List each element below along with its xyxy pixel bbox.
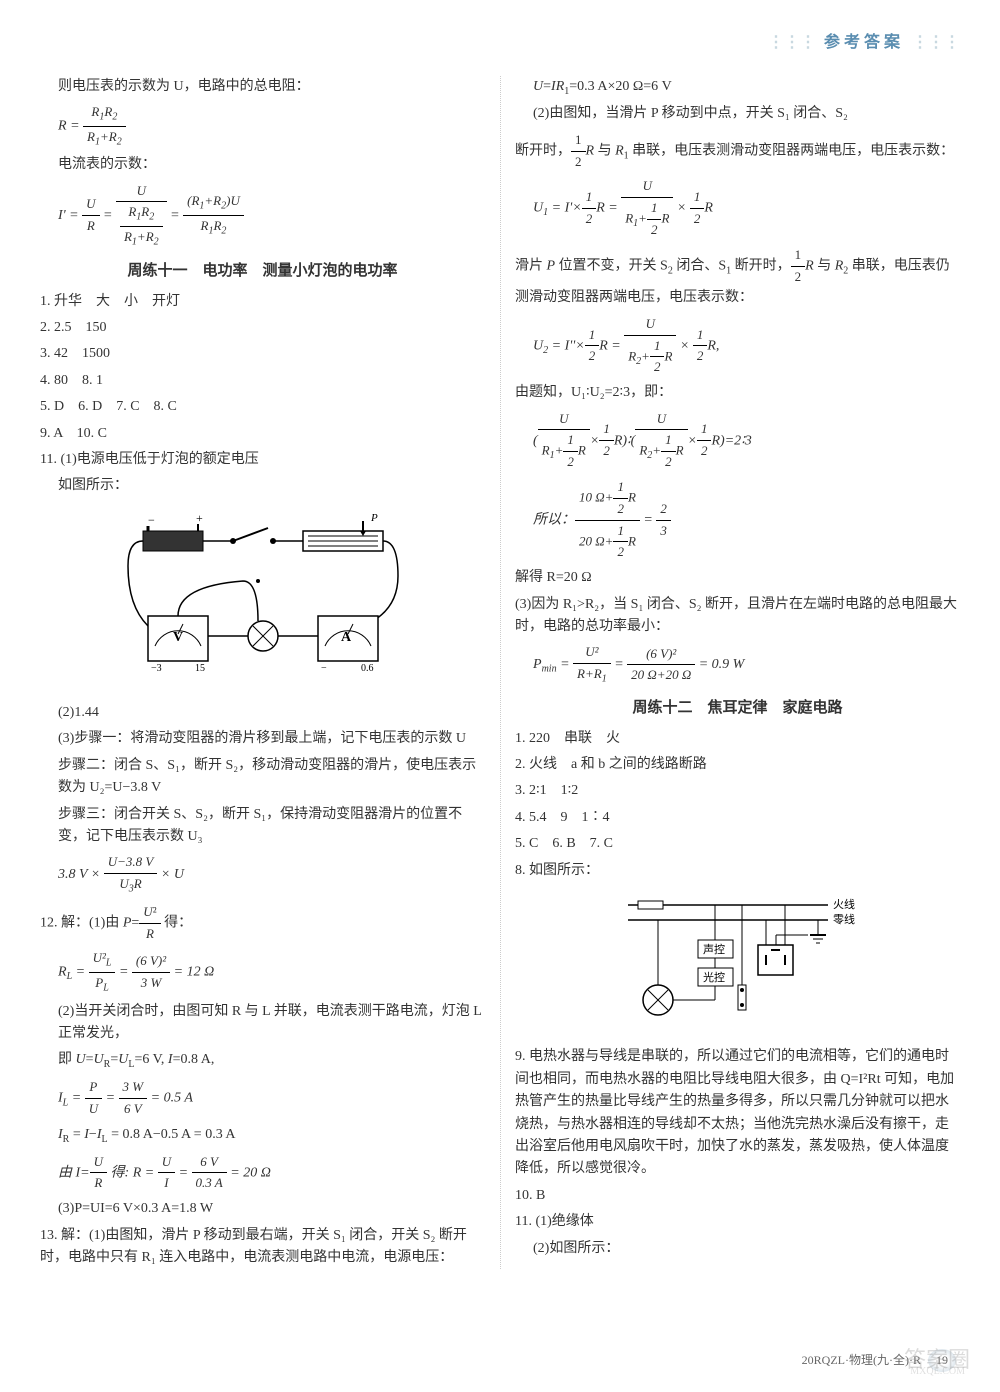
formula-R: R = R1R2R1+R2 — [40, 102, 485, 150]
s12-q11-part2: (2)如图所示： — [515, 1238, 960, 1260]
footer-text: 20RQZL·物理(九·全)·R — [802, 1353, 921, 1367]
solve-R: 解得 R=20 Ω — [515, 567, 960, 589]
main-content: 则电压表的示数为 U，电路中的总电阻： R = R1R2R1+R2 电流表的示数… — [40, 76, 960, 1270]
s12-q8-intro: 8. 如图所示： — [515, 860, 960, 882]
q11-part3-intro: (3)步骤一：将滑动变阻器的滑片移到最上端，记下电压表的示数 U — [40, 728, 485, 750]
ammeter-text: 电流表的示数： — [40, 154, 485, 176]
ratio-text: 由题知，U₁∶U₂=2∶3，即： — [515, 382, 960, 404]
formula-I: I' = UR = UR1R2R1+R2 = (R1+R2)UR1R2 — [40, 181, 485, 251]
answer-2: 2. 2.5 150 — [40, 317, 485, 339]
q11-part1-sub: 如图所示： — [40, 475, 485, 497]
answer-9-10: 9. A 10. C — [40, 423, 485, 445]
diagram2-sound-label: 声控 — [703, 942, 725, 956]
q12-IR: IR = I−IL = 0.8 A−0.5 A = 0.3 A — [40, 1124, 485, 1148]
q11-part3-step3: 步骤三：闭合开关 S、S₂，断开 S₁，保持滑动变阻器滑片的位置不变，记下电压表… — [40, 804, 485, 849]
q12-part2-eq1: 即 U=UR=UL=6 V, I=0.8 A, — [40, 1049, 485, 1073]
q12-part2-text: (2)当开关闭合时，由图可知 R 与 L 并联，电流表测干路电流，灯泡 L 正常… — [40, 1001, 485, 1046]
q11-part3-step2: 步骤二：闭合 S、S₁，断开 S₂，移动滑动变阻器的滑片，使电压表示数为 U₂=… — [40, 755, 485, 800]
diagram2-fire-label: 火线 — [833, 897, 855, 911]
svg-text:−: − — [148, 513, 155, 527]
svg-text:V: V — [173, 630, 183, 645]
s12-q9: 9. 电热水器与导线是串联的，所以通过它们的电流相等，它们的通电时间也相同，而电… — [515, 1046, 960, 1180]
svg-text:0.6: 0.6 — [361, 663, 374, 674]
q12-formula1: RL = U²LPL = (6 V)²3 W = 12 Ω — [40, 948, 485, 996]
circuit-diagram-2: 火线 零线 声控 光控 — [515, 890, 960, 1038]
q11-part1: 11. (1)电源电压低于灯泡的额定电压 — [40, 449, 485, 471]
s12-q11-part1: 11. (1)绝缘体 — [515, 1211, 960, 1233]
circuit-diagram-1: − + P V −3 15 — [40, 506, 485, 694]
part3-text: (3)因为 R₁>R₂，当 S₁ 闭合、S₂ 断开，且滑片在左端时电路的总电阻最… — [515, 594, 960, 639]
s12-q2: 2. 火线 a 和 b 之间的线路断路 — [515, 754, 960, 776]
answer-5-8: 5. D 6. D 7. C 8. C — [40, 396, 485, 418]
formula-U2: U2 = I''×12R = UR2+12R × 12R, — [515, 314, 960, 378]
page-number: 19 — [928, 1349, 956, 1372]
q13-intro: 13. 解：(1)由图知，滑片 P 移动到最右端，开关 S₁ 闭合，开关 S₂ … — [40, 1225, 485, 1270]
s12-q5-7: 5. C 6. B 7. C — [515, 833, 960, 855]
formula-U1: U1 = I'×12R = UR1+12R × 12R — [515, 176, 960, 240]
so-formula: 所以：10 Ω+12R20 Ω+12R = 23 — [515, 477, 960, 563]
q11-part2: (2)1.44 — [40, 702, 485, 724]
s12-q10: 10. B — [515, 1185, 960, 1207]
svg-text:A: A — [341, 630, 352, 645]
s12-q1: 1. 220 串联 火 — [515, 728, 960, 750]
q13-formula: U=IR1=0.3 A×20 Ω=6 V — [515, 76, 960, 100]
svg-text:−: − — [321, 663, 327, 674]
section-12-title: 周练十二 焦耳定律 家庭电路 — [515, 696, 960, 720]
Pmin-formula: Pmin = U²R+R1 = (6 V)²20 Ω+20 Ω = 0.9 W — [515, 642, 960, 687]
answer-3: 3. 42 1500 — [40, 343, 485, 365]
header-title: 参考答案 — [824, 34, 904, 51]
header-deco-left: ⋮⋮⋮ — [768, 30, 816, 56]
slider-text: 滑片 P 位置不变，开关 S2 闭合、S1 断开时，12R 与 R2 串联，电压… — [515, 245, 960, 310]
answer-4: 4. 80 8. 1 — [40, 370, 485, 392]
q12-part3: (3)P=UI=6 V×0.3 A=1.8 W — [40, 1198, 485, 1220]
diagram-label-P: P — [370, 512, 378, 524]
page-header: ⋮⋮⋮ 参考答案 ⋮⋮⋮ — [40, 30, 960, 56]
q11-part3-formula: 3.8 V × U−3.8 VU3R × U — [40, 852, 485, 897]
s12-q4: 4. 5.4 9 1∶4 — [515, 807, 960, 829]
diagram2-light-label: 光控 — [703, 970, 725, 984]
s12-q3: 3. 2∶1 1∶2 — [515, 780, 960, 802]
diagram2-neutral-label: 零线 — [833, 912, 855, 926]
page-footer: 20RQZL·物理(九·全)·R 19 — [802, 1349, 960, 1372]
svg-text:+: + — [196, 511, 203, 525]
q12-intro: 12. 解：(1)由 P=U²R 得： — [40, 902, 485, 945]
q13-part2-intro: (2)由图知，当滑片 P 移动到中点，开关 S₁ 闭合、S₂ — [515, 103, 960, 125]
section-11-title: 周练十一 电功率 测量小灯泡的电功率 — [40, 259, 485, 283]
svg-text:15: 15 — [195, 663, 205, 674]
svg-text:−3: −3 — [151, 663, 162, 674]
right-cont-text: 断开时，12R 与 R1 串联，电压表测滑动变阻器两端电压，电压表示数： — [515, 130, 960, 173]
answer-1: 1. 升华 大 小 开灯 — [40, 291, 485, 313]
ratio-formula: (UR1+12R×12R)∶(UR2+12R×12R)=2∶3 — [515, 409, 960, 473]
q12-IL: IL = PU = 3 W6 V = 0.5 A — [40, 1077, 485, 1120]
intro-text: 则电压表的示数为 U，电路中的总电阻： — [40, 76, 485, 98]
header-deco-right: ⋮⋮⋮ — [912, 30, 960, 56]
q12-R: 由 I=UR 得: R = UI = 6 V0.3 A = 20 Ω — [40, 1152, 485, 1195]
